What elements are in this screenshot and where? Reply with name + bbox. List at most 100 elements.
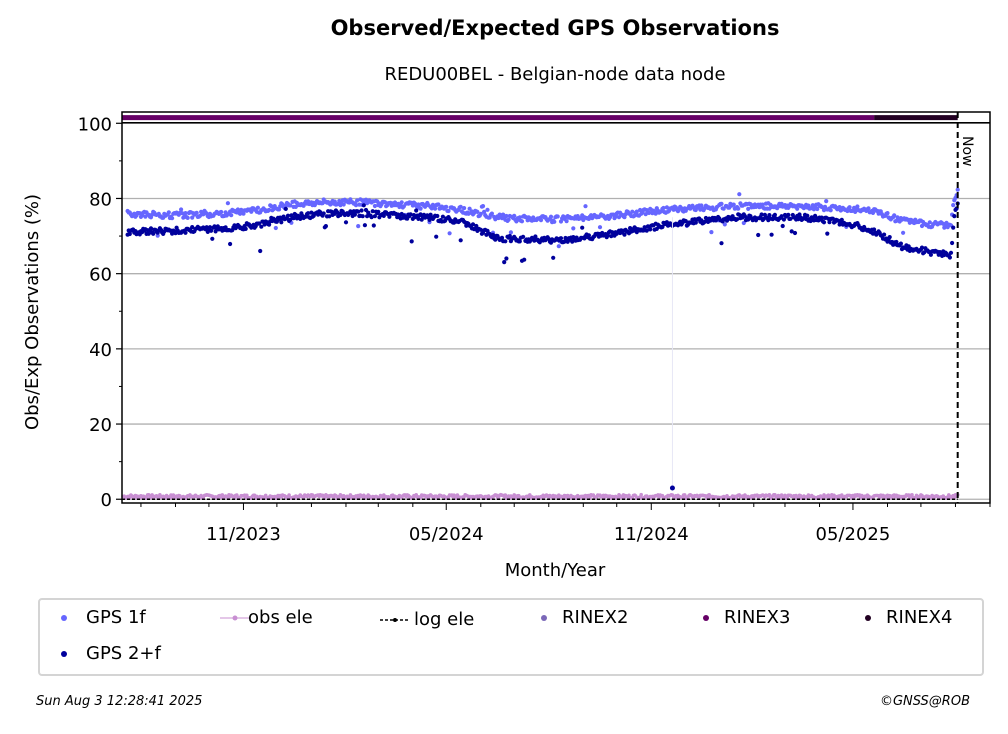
gps1f-point [824, 199, 829, 204]
gps1f-point [241, 211, 246, 216]
now-label: Now [959, 136, 975, 167]
gps1f-point [399, 200, 404, 205]
gps2f-point [735, 217, 740, 222]
gps2f-point [416, 216, 421, 221]
legend-label-gps2f: GPS 2+f [86, 643, 161, 664]
gps2f-point [503, 239, 508, 244]
gps1f-point [273, 225, 278, 231]
gps2f-point [947, 255, 953, 260]
gps1f-point [185, 215, 190, 220]
gps1f-point [795, 206, 800, 211]
y-tick-label: 20 [89, 415, 112, 436]
gps1f-point [955, 187, 960, 192]
gps1f-point [356, 224, 361, 229]
gps1f-point [901, 230, 906, 235]
gps1f-point [219, 209, 224, 215]
gps1f-point [225, 201, 230, 206]
gps1f-point [181, 215, 186, 220]
gps2f-point [321, 211, 326, 216]
gps2f-point [821, 220, 827, 225]
gps1f-point [418, 206, 423, 211]
outlier-point [669, 485, 675, 491]
x-tick-label: 11/2024 [614, 524, 689, 545]
gps1f-point [760, 202, 765, 207]
gps2f-point [580, 225, 585, 230]
gps1f-point [179, 207, 184, 212]
gps2f-point [207, 225, 213, 230]
obs-ele-point [767, 493, 772, 497]
gps1f-point [653, 211, 658, 216]
gps2f-point [458, 238, 463, 243]
gps1f-point [416, 202, 421, 207]
gps2f-point [948, 250, 954, 255]
gps2f-point [504, 256, 509, 261]
gps1f-point [571, 226, 576, 231]
gps2f-point [381, 213, 386, 218]
gps1f-point [433, 206, 438, 211]
gps1f-point [519, 219, 525, 224]
legend-label-rinex3: RINEX3 [724, 607, 791, 628]
legend-marker-log-ele [393, 618, 397, 622]
legend-marker-rinex3 [703, 615, 709, 621]
gps1f-point [555, 214, 560, 219]
gps1f-point [556, 244, 561, 249]
gps2f-point [228, 241, 233, 247]
legend: GPS 1f obs ele log ele RINEX2 RINEX3 RIN… [38, 598, 984, 676]
gps2f-point [780, 223, 785, 229]
legend-marker-rinex2 [541, 615, 547, 621]
gps2f-point [499, 235, 505, 240]
legend-label-log-ele: log ele [414, 609, 475, 630]
gps2f-point [746, 217, 751, 222]
gps2f-point [434, 234, 439, 239]
gps2f-point [502, 260, 507, 265]
gps1f-point [444, 204, 449, 209]
gps2f-point [882, 232, 887, 237]
gps2f-point [533, 234, 538, 239]
gps1f-point [482, 209, 487, 214]
x-axis-label: Month/Year [505, 560, 606, 581]
gps1f-point [855, 204, 860, 209]
gps1f-point [538, 218, 544, 223]
gps1f-point [709, 230, 714, 235]
gps1f-point [190, 215, 195, 220]
gps2f-point [767, 213, 772, 218]
gps1f-point [885, 211, 890, 216]
gps2f-point [521, 234, 526, 239]
gps1f-point [255, 205, 260, 210]
gps1f-point [353, 203, 359, 208]
gps2f-point [644, 228, 649, 233]
gps1f-point [475, 209, 480, 214]
gps1f-point [480, 204, 486, 209]
gps2f-point [772, 212, 778, 217]
gps2f-point [127, 231, 132, 237]
gps2f-point [151, 231, 156, 236]
gps1f-point [338, 203, 343, 208]
gps1f-point [506, 217, 511, 222]
gps1f-point [249, 209, 254, 214]
gps2f-point [928, 252, 934, 257]
gps2f-point [267, 222, 272, 227]
gps2f-point [788, 216, 793, 221]
gps2f-point [792, 230, 798, 236]
gps2f-point [387, 214, 392, 219]
gps2f-point [830, 216, 836, 221]
gps2f-point [898, 241, 904, 246]
gps1f-point [288, 203, 293, 208]
gps1f-point [504, 213, 509, 219]
gps1f-point [508, 230, 513, 235]
gps2f-point [146, 231, 151, 236]
gps1f-point [722, 222, 727, 227]
gps1f-point [630, 209, 635, 214]
gps2f-point [306, 211, 311, 216]
x-tick-label: 05/2025 [816, 524, 891, 545]
y-tick-label: 40 [89, 340, 112, 361]
gps2f-point [190, 225, 195, 230]
gps2f-point [309, 210, 314, 215]
gps2f-point [243, 226, 248, 231]
gps2f-point [719, 241, 724, 246]
gps1f-point [447, 231, 452, 236]
gps1f-point [597, 225, 603, 230]
gps2f-point [327, 214, 332, 219]
gps2f-point [683, 219, 688, 224]
timestamp: Sun Aug 3 12:28:41 2025 [36, 694, 203, 709]
